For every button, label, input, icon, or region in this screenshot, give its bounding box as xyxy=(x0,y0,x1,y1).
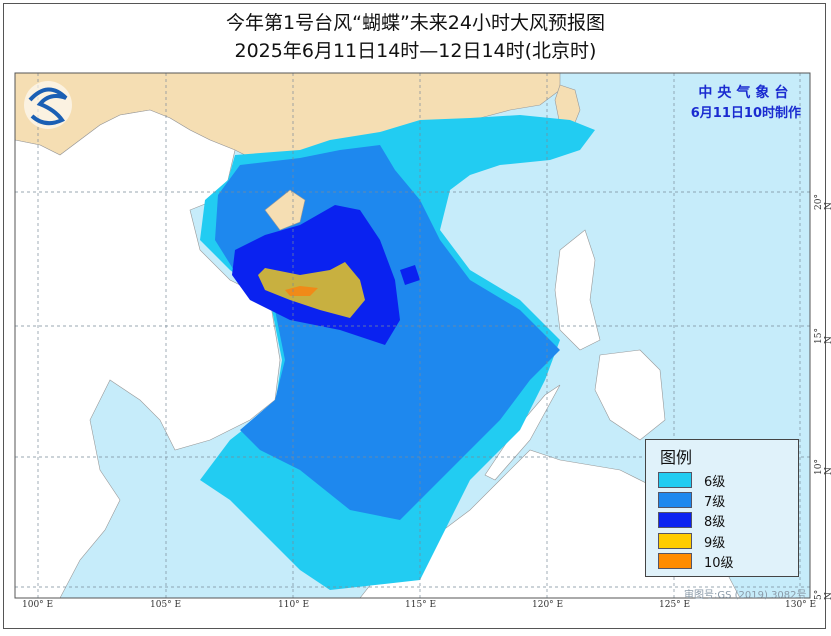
lon-label: 110° E xyxy=(278,600,310,610)
legend-label: 7级 xyxy=(704,494,726,510)
legend-item: 10级 xyxy=(658,552,734,571)
lon-label: 125° E xyxy=(659,600,691,610)
legend-swatch xyxy=(658,512,692,528)
legend-swatch xyxy=(658,553,692,569)
wind-zone-10 xyxy=(285,286,318,296)
lat-label: 20° N xyxy=(814,194,831,210)
philippines-visayas xyxy=(594,349,666,441)
lat-label: 15° N xyxy=(814,328,831,344)
legend-swatch xyxy=(658,472,692,488)
hainan xyxy=(264,189,306,231)
cma-logo xyxy=(24,81,72,129)
lon-label: 105° E xyxy=(150,600,182,610)
map-title: 今年第1号台风“蝴蝶”未来24小时大风预报图 xyxy=(226,12,605,34)
lat-label: 10° N xyxy=(814,459,831,475)
map-subtitle: 2025年6月11日14时—12日14时(北京时) xyxy=(234,40,597,62)
map-approval-number: 审图号:GS (2019) 3082号 xyxy=(684,590,807,601)
issue-time: 6月11日10时制作 xyxy=(690,106,801,121)
issuer-block: 中央气象台 6月11日10时制作 xyxy=(691,82,801,121)
legend-label: 10级 xyxy=(704,555,734,571)
legend-label: 9级 xyxy=(704,535,726,551)
lon-label: 130° E xyxy=(785,600,817,610)
legend: 图例 6级 7级 8级 9级 10级 xyxy=(645,439,799,577)
legend-swatch xyxy=(658,492,692,508)
legend-label: 8级 xyxy=(704,514,726,530)
legend-label: 6级 xyxy=(704,474,726,490)
lon-label: 100° E xyxy=(22,600,54,610)
legend-swatch xyxy=(658,533,692,549)
legend-item: 7级 xyxy=(658,491,726,510)
issuer-name: 中央气象台 xyxy=(698,85,794,101)
lon-label: 115° E xyxy=(405,600,437,610)
legend-title: 图例 xyxy=(660,448,693,467)
lat-label: 5° N xyxy=(814,589,831,600)
legend-item: 6级 xyxy=(658,471,726,490)
legend-item: 8级 xyxy=(658,511,726,530)
legend-item: 9级 xyxy=(658,532,726,551)
figure-frame xyxy=(3,3,826,629)
lon-label: 120° E xyxy=(532,600,564,610)
philippines-luzon xyxy=(554,229,601,351)
